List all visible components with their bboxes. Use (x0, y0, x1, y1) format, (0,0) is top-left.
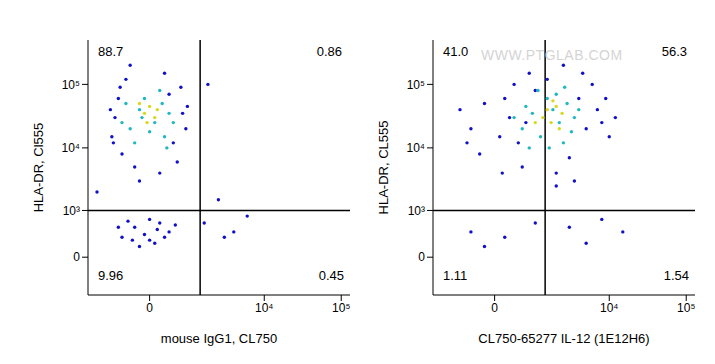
html-text:0.86: 0.86 (316, 44, 342, 59)
html-text:1.54: 1.54 (663, 268, 689, 283)
svg-text:10⁵: 10⁵ (677, 301, 695, 315)
svg-text:10⁵: 10⁵ (62, 78, 80, 92)
html-text:41.0: 41.0 (443, 44, 469, 59)
svg-text:10⁵: 10⁵ (332, 301, 350, 315)
svg-text:0: 0 (491, 301, 498, 315)
svg-text:10³: 10³ (63, 204, 80, 218)
html-text:88.7: 88.7 (98, 44, 124, 59)
svg-text:10⁵: 10⁵ (407, 78, 425, 92)
html-text:1.11: 1.11 (443, 268, 468, 283)
svg-text:10⁴: 10⁴ (600, 301, 619, 315)
html-text:56.3: 56.3 (661, 44, 687, 59)
svg-text:0: 0 (418, 250, 425, 264)
html-text:0.45: 0.45 (318, 268, 344, 283)
svg-text:HLA-DR, Cl555: HLA-DR, Cl555 (31, 123, 46, 213)
svg-text:HLA-DR, CL555: HLA-DR, CL555 (376, 121, 391, 215)
svg-text:0: 0 (73, 250, 80, 264)
html-text:9.96: 9.96 (98, 268, 124, 283)
svg-text:0: 0 (146, 301, 153, 315)
svg-text:10³: 10³ (408, 204, 425, 218)
svg-text:10⁴: 10⁴ (406, 141, 425, 155)
svg-text:10⁴: 10⁴ (255, 301, 274, 315)
svg-text:CL750-65277 IL-12 (1E12H6): CL750-65277 IL-12 (1E12H6) (478, 331, 649, 346)
html-text:WWW.PTGLAB.COM: WWW.PTGLAB.COM (481, 47, 623, 63)
svg-text:10⁴: 10⁴ (61, 141, 80, 155)
svg-text:mouse IgG1, CL750: mouse IgG1, CL750 (161, 331, 277, 346)
